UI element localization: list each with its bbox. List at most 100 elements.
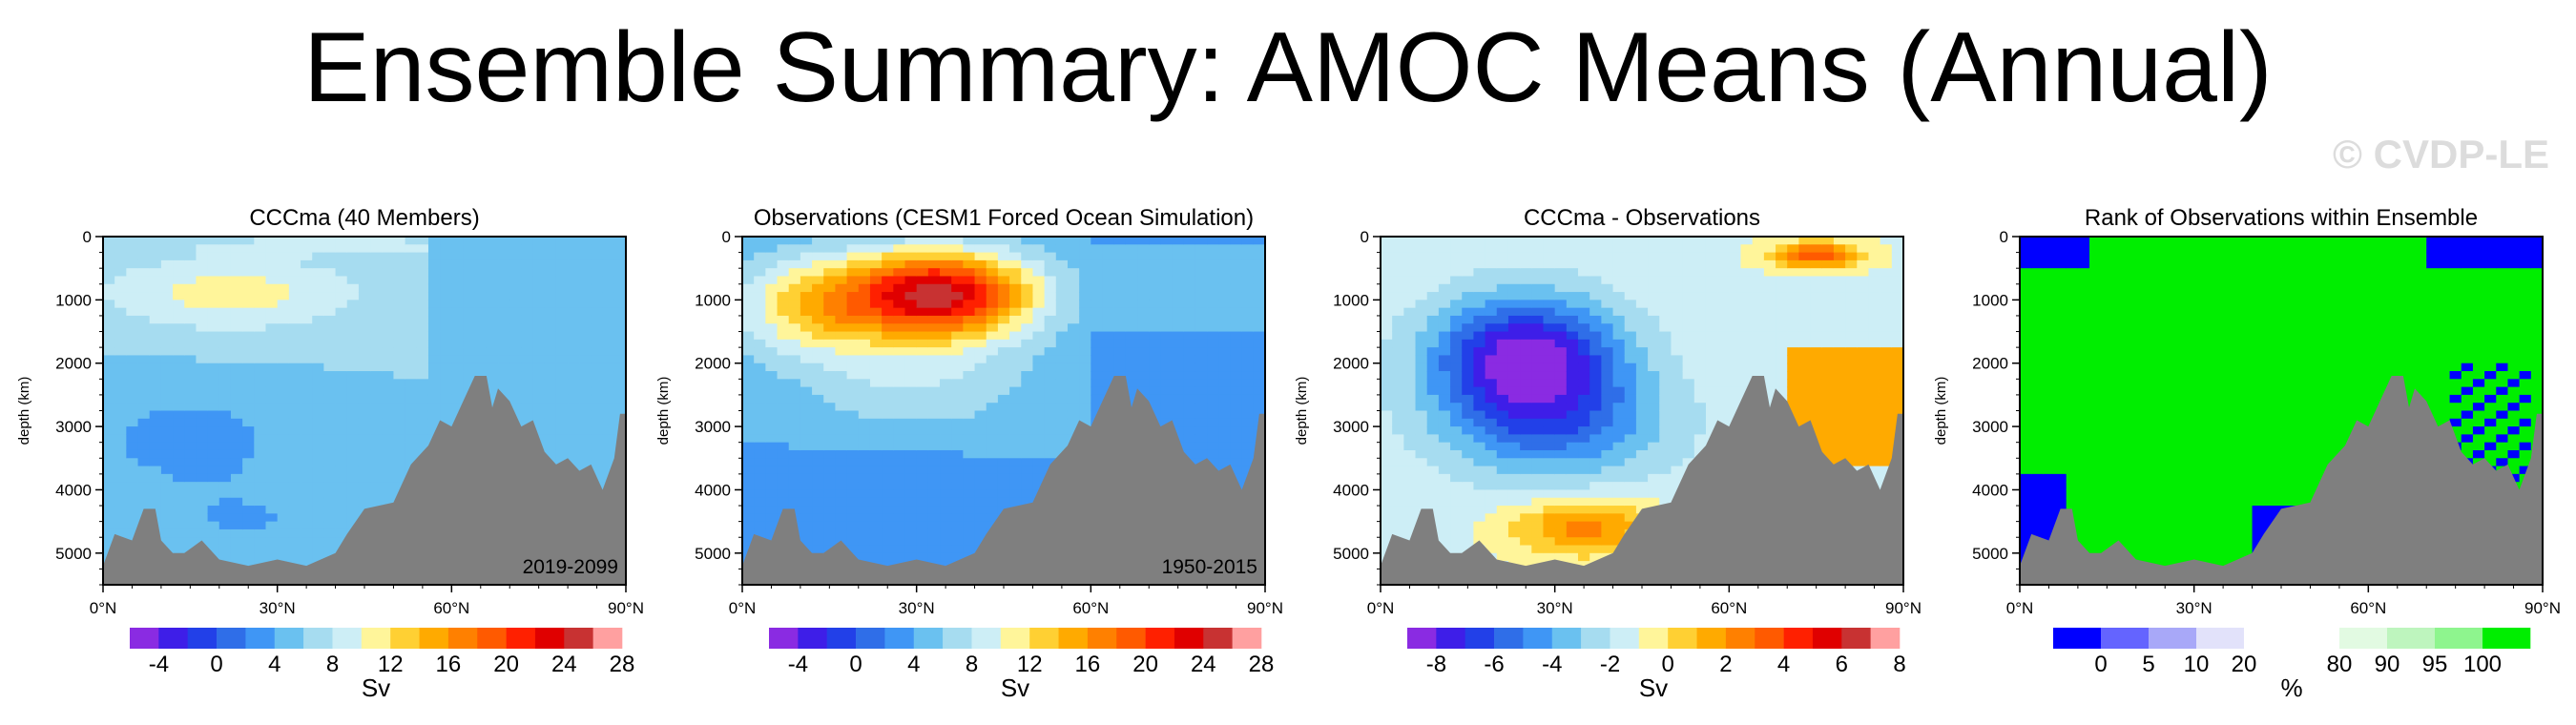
field-cell [1160,386,1174,396]
field-cell [1137,371,1150,380]
field-cell [742,537,755,547]
field-cell [613,394,627,404]
field-cell [904,449,918,459]
field-cell [893,410,906,420]
field-cell [1531,252,1545,261]
field-cell [893,537,906,547]
colorbar-label: 24 [551,652,577,677]
field-cell [370,323,383,333]
field-cell [474,300,488,309]
field-cell [555,371,569,380]
field-cell [416,394,429,404]
field-cell [1589,339,1602,348]
field-cell [1438,331,1451,341]
field-cell [579,323,592,333]
field-cell [568,362,580,372]
field-cell [427,418,441,427]
field-cell [301,418,313,427]
field-cell [277,394,290,404]
field-cell [323,426,337,435]
field-cell [869,528,883,538]
field-cell [1009,244,1022,254]
field-cell [1032,434,1046,444]
field-cell [196,252,209,261]
field-cell [1566,323,1579,333]
field-cell [904,506,918,514]
field-cell [846,292,860,300]
field-cell [1589,410,1602,420]
field-cell [335,426,348,435]
field-cell [858,552,871,562]
field-cell [440,410,452,420]
field-cell [184,283,197,293]
field-cell [1241,449,1255,459]
field-cell [986,347,999,357]
field-cell [1496,466,1509,475]
field-cell [1381,394,1393,404]
field-cell [742,237,755,245]
field-cell [1415,394,1428,404]
field-cell [509,323,522,333]
field-cell [126,521,139,530]
field-cell [1473,506,1486,514]
field-cell [1462,371,1475,380]
field-cell [1496,513,1509,523]
field-cell [754,521,766,530]
field-cell [416,283,429,293]
field-cell [882,237,894,245]
field-cell [846,489,860,499]
field-cell [1531,426,1545,435]
field-cell [1462,276,1475,285]
field-cell [1044,418,1057,427]
field-cell [602,283,615,293]
field-cell [103,458,115,467]
field-cell [1589,362,1602,372]
field-cell [858,315,871,324]
field-cell [858,355,871,364]
field-cell [1218,410,1232,420]
field-cell [277,513,290,523]
field-cell [1554,418,1568,427]
field-cell [974,418,987,427]
field-cell [1566,506,1579,514]
field-cell [103,473,115,483]
field-cell [1543,379,1556,388]
field-cell [323,362,337,372]
field-cell [346,442,360,451]
field-cell [812,418,824,427]
field-cell [1496,394,1509,404]
field-cell [173,268,185,278]
field-cell [613,292,627,300]
field-cell [1230,403,1243,412]
field-cell [1125,371,1138,380]
field-cell [254,394,267,404]
field-cell [800,339,813,348]
field-cell [218,442,232,451]
field-cell [521,300,534,309]
field-cell [312,552,324,562]
field-cell [1021,473,1034,483]
field-cell [544,307,557,317]
field-cell [416,292,429,300]
field-cell [1566,434,1579,444]
field-cell [196,513,209,523]
field-cell [149,434,162,444]
field-cell [812,347,824,357]
field-cell [1113,323,1127,333]
field-cell [1044,283,1057,293]
field-cell [1473,394,1486,404]
field-cell [196,323,209,333]
field-cell [1055,237,1069,245]
field-cell [1589,403,1602,412]
field-cell [1578,362,1590,372]
field-cell [893,489,906,499]
field-cell [1207,403,1219,412]
field-cell [777,466,790,475]
field-cell [1507,347,1521,357]
field-cell [1044,434,1057,444]
field-cell [823,410,837,420]
field-cell [1426,259,1440,269]
field-cell [1021,403,1034,412]
field-cell [591,442,604,451]
field-cell [1137,355,1150,364]
